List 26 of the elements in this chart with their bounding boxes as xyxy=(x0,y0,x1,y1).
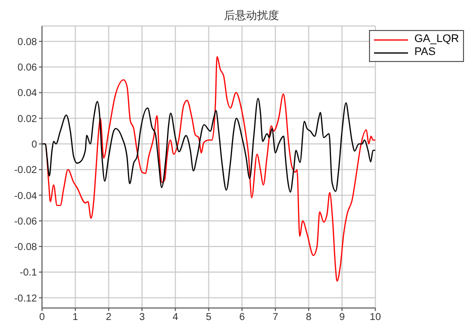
x-tick-label: 5 xyxy=(206,312,212,324)
y-tick-label: -0.02 xyxy=(14,165,38,176)
y-tick-label: 0.08 xyxy=(18,36,38,48)
x-tick-label: 1 xyxy=(72,312,79,324)
y-tick-label: -0.12 xyxy=(14,293,38,304)
legend-label: GA_LQR xyxy=(414,33,459,46)
x-tick-label: 2 xyxy=(106,312,112,324)
x-tick-label: 6 xyxy=(239,312,246,324)
y-tick-label: 0.06 xyxy=(18,62,38,74)
x-tick-label: 0 xyxy=(39,312,46,324)
x-tick-label: 3 xyxy=(139,312,146,324)
y-tick-label: -0.08 xyxy=(14,242,38,254)
x-tick-label: 9 xyxy=(339,312,346,324)
x-tick-label: 7 xyxy=(272,312,279,324)
y-tick-label: 0.02 xyxy=(18,114,38,125)
x-tick-label: 10 xyxy=(370,312,382,324)
y-tick-label: -0.1 xyxy=(20,268,38,279)
line-series xyxy=(42,98,376,193)
y-tick-label: -0.04 xyxy=(14,190,38,202)
legend-label: PAS xyxy=(414,46,436,59)
chart-title: 后悬动扰度 xyxy=(223,8,280,23)
y-tick-label: 0 xyxy=(31,139,38,150)
x-tick-label: 4 xyxy=(172,312,179,324)
y-tick-label: 0.04 xyxy=(18,88,38,100)
y-tick-label: -0.06 xyxy=(14,216,38,228)
x-tick-label: 8 xyxy=(306,312,312,324)
